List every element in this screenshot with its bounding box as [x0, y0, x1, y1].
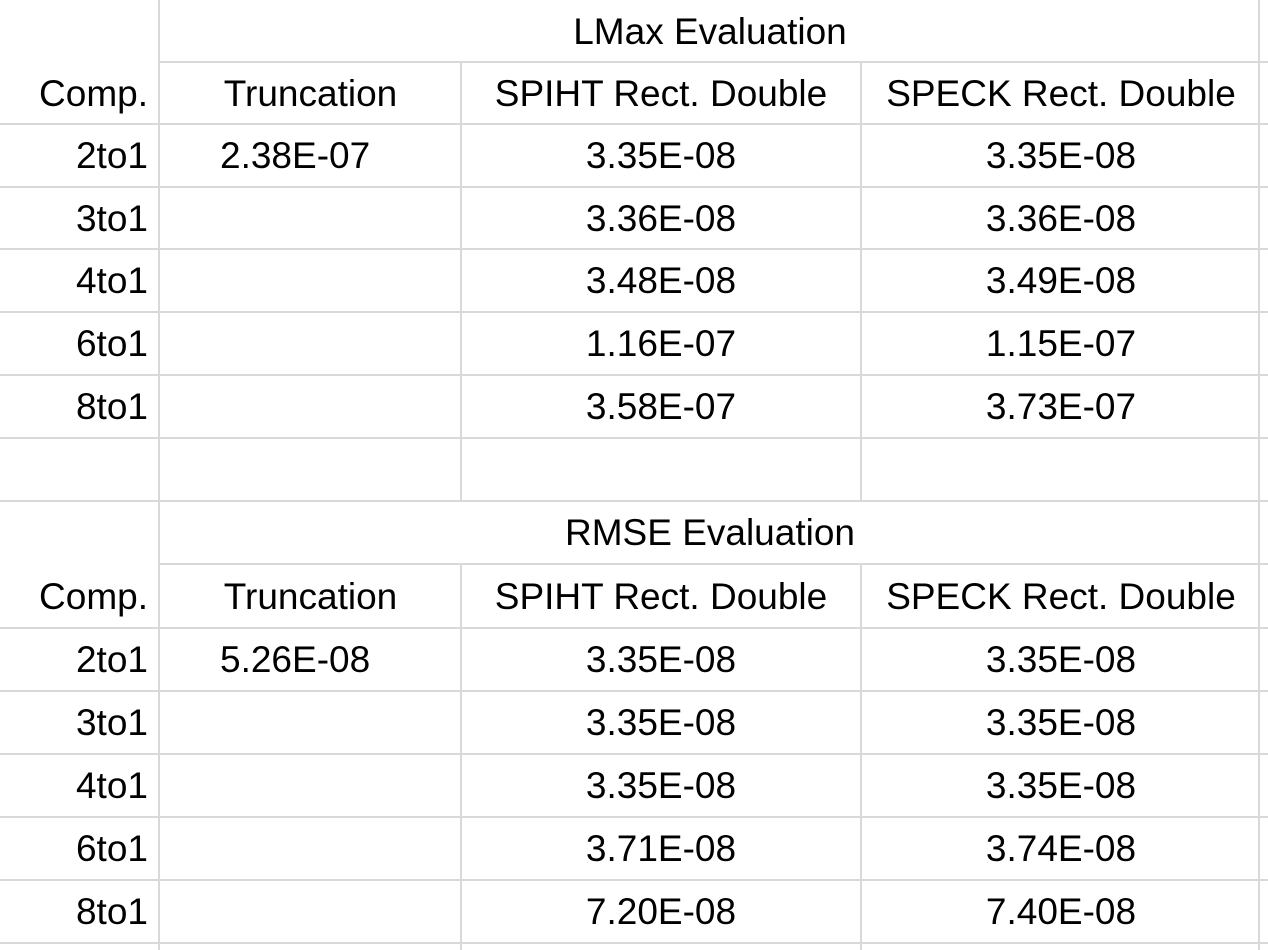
rmse-row-5-spiht[interactable]: 7.20E-08	[585, 891, 737, 932]
rmse-section-title[interactable]: RMSE Evaluation	[565, 512, 855, 553]
rmse-row-2-comp[interactable]: 3to1	[75, 702, 148, 743]
gridline-horizontal-3	[0, 186, 1268, 188]
lmax-row-5-truncation[interactable]	[160, 375, 461, 438]
lmax-row-2-speck[interactable]: 3.36E-08	[985, 197, 1137, 239]
gridline-horizontal-4	[0, 248, 1268, 250]
rmse-row-2-truncation[interactable]	[160, 691, 461, 754]
rmse-row-1-spiht[interactable]: 3.35E-08	[585, 639, 737, 680]
rmse-header-comp[interactable]: Comp.	[39, 575, 148, 617]
rmse-row-1-comp[interactable]: 2to1	[75, 639, 148, 680]
rmse-row-3-speck[interactable]: 3.35E-08	[985, 765, 1137, 806]
lmax-header-truncation[interactable]: Truncation	[223, 72, 398, 114]
rmse-row-1-truncation[interactable]: 5.26E-08	[220, 639, 371, 680]
lmax-row-1-truncation[interactable]: 2.38E-07	[220, 135, 371, 176]
lmax-row-3-spiht[interactable]: 3.48E-08	[585, 260, 737, 301]
gridline-horizontal-6	[0, 374, 1268, 376]
gridline-horizontal-12	[0, 753, 1268, 755]
lmax-row-2-spiht[interactable]: 3.36E-08	[585, 197, 737, 239]
rmse-row-5-comp[interactable]: 8to1	[75, 891, 148, 932]
lmax-row-4-speck[interactable]: 1.15E-07	[985, 323, 1137, 364]
gridline-horizontal-13	[0, 816, 1268, 818]
gridline-horizontal-10	[0, 627, 1268, 629]
gridline-vertical-b-top	[460, 62, 462, 501]
lmax-row-5-spiht[interactable]: 3.58E-07	[585, 386, 737, 427]
rmse-row-3-comp[interactable]: 4to1	[75, 765, 148, 806]
lmax-row-5-speck[interactable]: 3.73E-07	[985, 386, 1137, 427]
rmse-row-4-spiht[interactable]: 3.71E-08	[585, 828, 737, 869]
lmax-header-speck[interactable]: SPECK Rect. Double	[886, 72, 1236, 114]
lmax-row-1-spiht[interactable]: 3.35E-08	[585, 135, 737, 176]
gridline-horizontal-11	[0, 690, 1268, 692]
rmse-row-3-truncation[interactable]	[160, 754, 461, 817]
rmse-header-speck[interactable]: SPECK Rect. Double	[886, 575, 1236, 617]
lmax-row-1-speck[interactable]: 3.35E-08	[985, 135, 1137, 176]
lmax-row-5-comp[interactable]: 8to1	[75, 386, 148, 427]
lmax-row-2-comp[interactable]: 3to1	[75, 197, 148, 239]
gridline-horizontal-5	[0, 311, 1268, 313]
rmse-header-truncation[interactable]: Truncation	[223, 575, 398, 617]
rmse-header-spiht[interactable]: SPIHT Rect. Double	[494, 575, 828, 617]
gridline-vertical-b-bottom	[460, 564, 462, 950]
gridline-vertical-c-bottom	[860, 564, 862, 950]
lmax-row-4-spiht[interactable]: 1.16E-07	[585, 323, 737, 364]
gridline-horizontal-8	[0, 500, 1268, 502]
gridline-horizontal-14	[0, 879, 1268, 881]
lmax-row-2-truncation[interactable]	[160, 187, 461, 249]
lmax-row-3-speck[interactable]: 3.49E-08	[985, 260, 1137, 301]
rmse-row-4-speck[interactable]: 3.74E-08	[985, 828, 1137, 869]
lmax-row-3-comp[interactable]: 4to1	[75, 260, 148, 301]
lmax-row-3-truncation[interactable]	[160, 249, 461, 312]
rmse-row-4-truncation[interactable]	[160, 817, 461, 880]
gridline-horizontal-9	[160, 563, 1268, 565]
gridline-horizontal-15	[0, 942, 1268, 944]
lmax-row-1-comp[interactable]: 2to1	[75, 135, 148, 176]
rmse-row-5-truncation[interactable]	[160, 880, 461, 943]
lmax-section-title[interactable]: LMax Evaluation	[573, 10, 847, 52]
lmax-header-spiht[interactable]: SPIHT Rect. Double	[494, 72, 828, 114]
gridline-vertical-c-top	[860, 62, 862, 501]
rmse-row-3-spiht[interactable]: 3.35E-08	[585, 765, 737, 806]
lmax-header-comp[interactable]: Comp.	[39, 72, 148, 114]
gridline-horizontal-7	[0, 437, 1268, 439]
gridline-horizontal-1	[160, 61, 1268, 63]
lmax-row-4-comp[interactable]: 6to1	[75, 323, 148, 364]
rmse-row-2-spiht[interactable]: 3.35E-08	[585, 702, 737, 743]
gridline-vertical-a	[158, 0, 160, 950]
rmse-row-1-speck[interactable]: 3.35E-08	[985, 639, 1137, 680]
rmse-row-2-speck[interactable]: 3.35E-08	[985, 702, 1137, 743]
gridline-horizontal-2	[0, 123, 1268, 125]
rmse-row-5-speck[interactable]: 7.40E-08	[985, 891, 1137, 932]
lmax-row-4-truncation[interactable]	[160, 312, 461, 375]
gridline-vertical-d	[1258, 0, 1260, 950]
rmse-row-4-comp[interactable]: 6to1	[75, 828, 148, 869]
